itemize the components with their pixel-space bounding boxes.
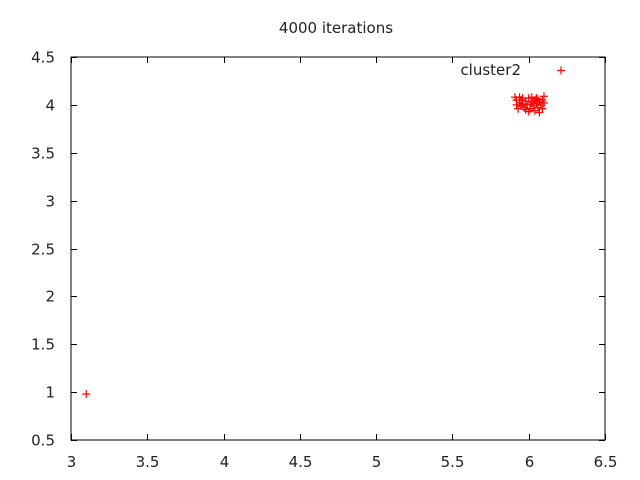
data-point <box>521 105 530 114</box>
chart-title: 4000 iterations <box>279 19 393 37</box>
y-tick-label: 1.5 <box>31 336 55 354</box>
x-tick-label: 3 <box>67 453 77 471</box>
y-tick-label: 1 <box>45 384 55 402</box>
legend-marker-plus-icon <box>557 66 565 75</box>
x-tick-label: 6 <box>525 453 535 471</box>
data-point <box>517 96 526 105</box>
axis-ticks <box>71 57 606 441</box>
y-tick-label: 0.5 <box>31 432 55 450</box>
x-tick-label: 5.5 <box>441 453 465 471</box>
y-tick-label: 2 <box>45 288 55 306</box>
plot-area-frame <box>70 56 606 441</box>
y-tick-labels: 0.5 1 1.5 2 2.5 3 3.5 4 4.5 <box>31 49 55 450</box>
data-point <box>539 98 548 107</box>
data-point <box>538 104 547 113</box>
legend: cluster2 <box>460 61 565 79</box>
data-point <box>526 100 535 109</box>
y-tick-label: 4.5 <box>31 49 55 67</box>
data-point <box>533 95 542 104</box>
x-tick-label: 5 <box>372 453 382 471</box>
x-tick-label: 3.5 <box>136 453 160 471</box>
y-tick-label: 3.5 <box>31 145 55 163</box>
y-tick-label: 4 <box>45 97 55 115</box>
x-tick-label: 4 <box>220 453 230 471</box>
data-point <box>518 94 527 103</box>
y-tick-label: 3 <box>45 193 55 211</box>
data-point <box>539 92 548 101</box>
x-tick-label: 4.5 <box>289 453 313 471</box>
data-points <box>82 92 548 399</box>
y-tick-label: 2.5 <box>31 241 55 259</box>
legend-label-cluster2: cluster2 <box>460 61 521 79</box>
data-point <box>82 390 91 399</box>
x-tick-label: 6.5 <box>594 453 618 471</box>
x-tick-labels: 3 3.5 4 4.5 5 5.5 6 6.5 <box>67 453 618 471</box>
legend-marker-glyph <box>557 66 565 75</box>
